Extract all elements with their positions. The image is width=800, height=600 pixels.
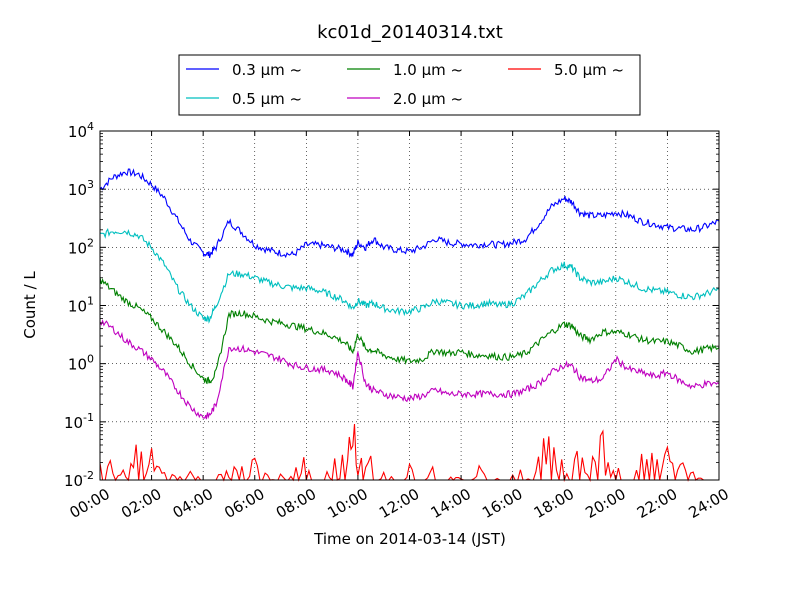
- y-tick-label: 103: [68, 178, 94, 199]
- legend-label: 1.0 μm ~: [393, 61, 463, 79]
- y-axis-label: Count / L: [21, 271, 39, 339]
- x-tick-label: 24:00: [685, 485, 731, 522]
- series-line: [99, 277, 720, 385]
- legend-label: 0.5 μm ~: [232, 90, 302, 108]
- x-tick-label: 18:00: [531, 485, 577, 522]
- x-tick-label: 02:00: [118, 485, 164, 522]
- x-tick-label: 14:00: [428, 485, 474, 522]
- legend-box: [178, 54, 641, 116]
- grid: [100, 131, 719, 480]
- x-tick-label: 20:00: [582, 485, 628, 522]
- x-tick-label: 08:00: [273, 485, 319, 522]
- x-tick-label: 06:00: [221, 485, 267, 522]
- legend: 0.3 μm ~ 0.5 μm ~ 1.0 μm ~ 2.0 μm ~ 5.0 μm ~: [178, 54, 641, 116]
- legend-label: 5.0 μm ~: [554, 61, 624, 79]
- y-tick-label: 10-2: [64, 469, 94, 490]
- y-tick-label: 101: [68, 295, 94, 316]
- x-tick-label: 12:00: [376, 485, 422, 522]
- y-tick-label: 104: [68, 120, 94, 141]
- plot-frame: [99, 130, 720, 481]
- x-tick-label: 16:00: [479, 485, 525, 522]
- chart-title: kc01d_20140314.txt: [317, 22, 503, 43]
- x-tick-label: 10:00: [324, 485, 370, 522]
- series-line: [99, 228, 720, 324]
- y-tick-label: 102: [68, 236, 94, 257]
- series-line: [99, 168, 720, 259]
- y-tick-label: 10-1: [64, 411, 94, 432]
- legend-label: 0.3 μm ~: [232, 61, 302, 79]
- x-tick-label: 04:00: [170, 485, 216, 522]
- x-axis-label: Time on 2014-03-14 (JST): [313, 530, 506, 548]
- x-tick-label: 00:00: [66, 485, 112, 522]
- axes: 00:00 02:00 04:00 06:00 08:00 10:00 12:00 14:00…: [64, 120, 732, 522]
- legend-label: 2.0 μm ~: [393, 90, 463, 108]
- series-line: [99, 319, 720, 420]
- x-tick-label: 22:00: [634, 485, 680, 522]
- y-tick-label: 100: [68, 353, 94, 374]
